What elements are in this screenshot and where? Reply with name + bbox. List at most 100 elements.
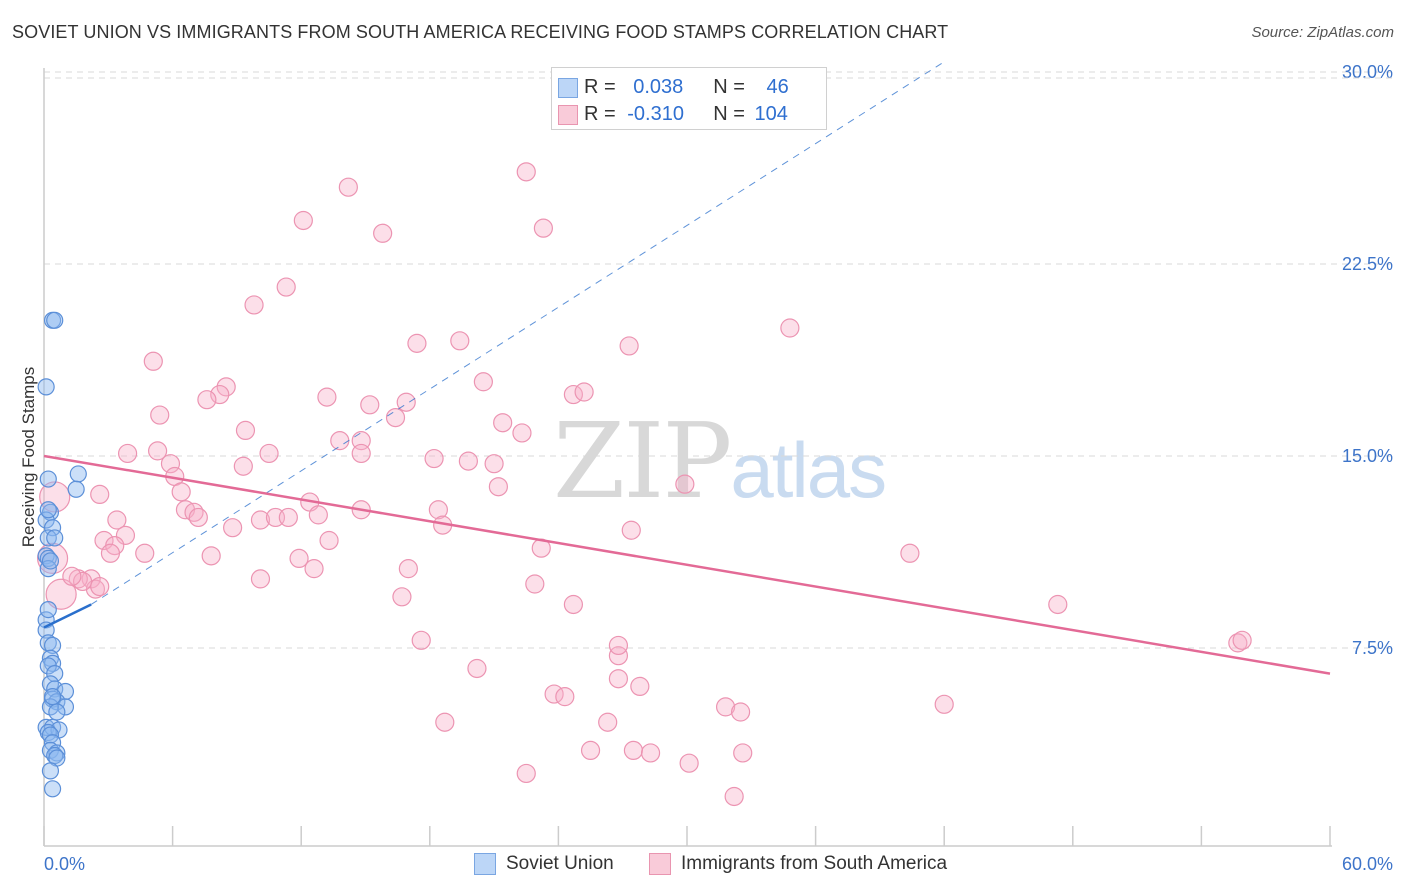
immigrant-point [318, 388, 336, 406]
x-tick-label: 60.0% [1342, 854, 1393, 874]
immigrant-point [198, 391, 216, 409]
immigrant-point [374, 224, 392, 242]
immigrant-point [387, 409, 405, 427]
bottom-legend-swatch-soviet [474, 853, 496, 875]
immigrant-point [620, 337, 638, 355]
y-tick-label: 15.0% [1342, 446, 1393, 466]
immigrant-point [425, 450, 443, 468]
immigrant-point [260, 444, 278, 462]
immigrant-point [517, 163, 535, 181]
soviet-point [47, 312, 63, 328]
bottom-legend-soviet: Soviet Union [474, 852, 614, 876]
immigrant-point [408, 334, 426, 352]
legend-r-label: R = [584, 76, 621, 99]
immigrant-point [320, 531, 338, 549]
immigrant-point [352, 444, 370, 462]
immigrant-point [399, 560, 417, 578]
immigrant-point [136, 544, 154, 562]
immigrant-point [599, 713, 617, 731]
immigrant-point [734, 744, 752, 762]
immigrant-point [642, 744, 660, 762]
immigrant-point [91, 578, 109, 596]
soviet-point [47, 530, 63, 546]
immigrant-point [224, 519, 242, 537]
immigrant-point [361, 396, 379, 414]
soviet-point [40, 471, 56, 487]
immigrant-point [202, 547, 220, 565]
legend-r-label: R = [584, 103, 621, 126]
immigrant-point [1049, 595, 1067, 613]
legend-n-value: 46 [767, 76, 789, 99]
scatter-chart: 7.5% 15.0% 22.5% 30.0% 0.0% 60.0% [0, 0, 1406, 892]
bottom-legend-label-soviet: Soviet Union [506, 853, 614, 875]
immigrant-point [609, 636, 627, 654]
immigrant-point [575, 383, 593, 401]
immigrant-point [526, 575, 544, 593]
immigrant-point [622, 521, 640, 539]
immigrant-point [119, 444, 137, 462]
immigrant-point [631, 677, 649, 695]
legend-r-value: 0.038 [633, 76, 697, 99]
immigrant-point [451, 332, 469, 350]
bottom-legend-swatch-immigrants [649, 853, 671, 875]
immigrant-point [251, 570, 269, 588]
legend-n-label: N = [713, 103, 750, 126]
immigrant-point [609, 670, 627, 688]
immigrant-point [412, 631, 430, 649]
y-axis-label: Receiving Food Stamps [19, 367, 39, 547]
immigrant-point [393, 588, 411, 606]
legend-row-immigrants: R = -0.310 N = 104 [578, 101, 788, 127]
immigrant-point [489, 478, 507, 496]
immigrant-point [234, 457, 252, 475]
immigrant-point [725, 787, 743, 805]
immigrant-point [172, 483, 190, 501]
immigrant-point [582, 741, 600, 759]
immigrant-point [513, 424, 531, 442]
immigrant-point [101, 544, 119, 562]
immigrant-point [468, 659, 486, 677]
immigrant-point [331, 432, 349, 450]
immigrant-point [680, 754, 698, 772]
immigrant-point [294, 211, 312, 229]
y-tick-label: 30.0% [1342, 62, 1393, 82]
immigrant-point [1233, 631, 1251, 649]
immigrant-point [279, 508, 297, 526]
soviet-point [42, 763, 58, 779]
immigrant-point [901, 544, 919, 562]
legend-row-soviet: R = 0.038 N = 46 [578, 74, 789, 100]
soviet-point [42, 553, 58, 569]
immigrant-point [676, 475, 694, 493]
immigrant-point [277, 278, 295, 296]
immigrant-point [144, 352, 162, 370]
immigrant-point [189, 508, 207, 526]
immigrant-point [732, 703, 750, 721]
bottom-legend-immigrants: Immigrants from South America [649, 852, 947, 876]
soviet-point [40, 602, 56, 618]
y-tick-label: 7.5% [1352, 638, 1393, 658]
immigrant-point [556, 688, 574, 706]
immigrant-point [474, 373, 492, 391]
x-tick-label: 0.0% [44, 854, 85, 874]
soviet-point [40, 502, 56, 518]
soviet-point [38, 379, 54, 395]
immigrant-point [436, 713, 454, 731]
immigrant-point [485, 455, 503, 473]
immigrant-point [63, 567, 81, 585]
immigrant-point [459, 452, 477, 470]
soviet-point [45, 689, 61, 705]
legend-n-value: 104 [755, 103, 788, 126]
soviet-trend-extension [91, 62, 944, 605]
immigrant-point [781, 319, 799, 337]
y-tick-label: 22.5% [1342, 254, 1393, 274]
legend-n-label: N = [713, 76, 750, 99]
legend-swatch-soviet [558, 78, 578, 98]
immigrant-point [91, 485, 109, 503]
soviet-point [45, 781, 61, 797]
immigrant-point [534, 219, 552, 237]
legend-swatch-immigrants [558, 105, 578, 125]
immigrant-point [245, 296, 263, 314]
legend-r-value: -0.310 [627, 103, 697, 126]
soviet-point [70, 466, 86, 482]
soviet-point [49, 704, 65, 720]
stats-legend: R = 0.038 N = 46 R = -0.310 N = 104 [551, 67, 827, 130]
